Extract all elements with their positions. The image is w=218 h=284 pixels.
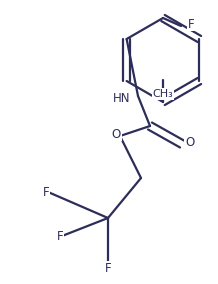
Text: HN: HN <box>112 91 130 105</box>
Text: F: F <box>57 229 63 243</box>
Text: CH₃: CH₃ <box>153 89 173 99</box>
Text: O: O <box>111 128 121 141</box>
Text: O: O <box>185 135 195 149</box>
Text: F: F <box>188 18 194 30</box>
Text: F: F <box>105 262 111 275</box>
Text: F: F <box>43 185 49 199</box>
